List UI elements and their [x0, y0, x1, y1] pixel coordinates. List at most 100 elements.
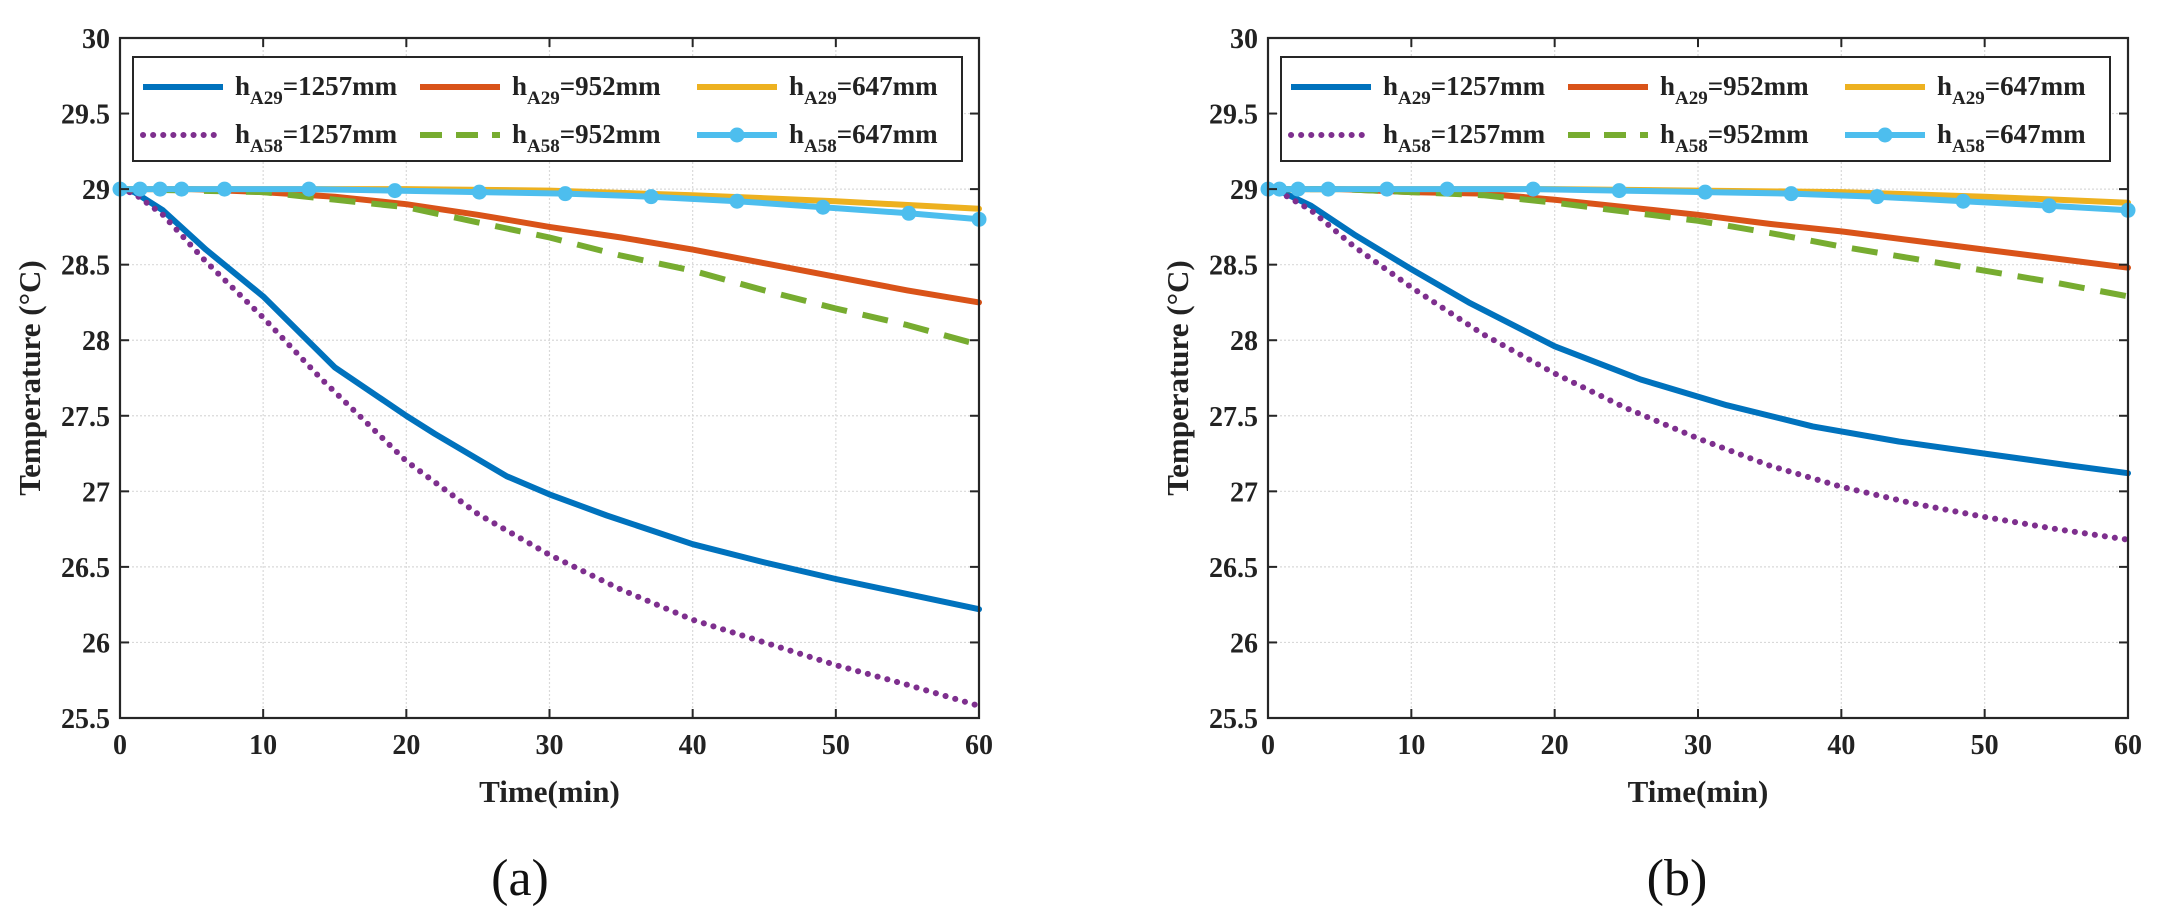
data-point: [471, 184, 487, 200]
y-tick-label: 26: [1230, 628, 1258, 659]
y-tick-label: 29.5: [61, 100, 110, 131]
legend-label-rest: =1257mm: [283, 71, 398, 101]
data-point: [1525, 181, 1541, 197]
legend-label-rest: =952mm: [560, 71, 661, 101]
legend-label-rest: =952mm: [560, 119, 661, 149]
legend-label-rest: =1257mm: [1431, 119, 1546, 149]
legend-label: hA58=647mm: [1937, 119, 2086, 157]
legend-label-subscript: A58: [804, 136, 837, 157]
legend-box: [132, 56, 963, 162]
data-point: [729, 193, 745, 209]
data-point: [1697, 184, 1713, 200]
legend-label-subscript: A58: [1398, 136, 1431, 157]
legend-label-main: h: [1660, 71, 1675, 101]
panel-label: (b): [1647, 850, 1708, 907]
legend-label: hA29=952mm: [1660, 71, 1809, 109]
data-point: [1439, 181, 1455, 197]
x-tick-label: 0: [1261, 730, 1275, 761]
y-tick-label: 26.5: [61, 553, 110, 584]
data-point: [1783, 186, 1799, 202]
legend-label-subscript: A29: [804, 88, 837, 109]
data-point: [901, 205, 917, 221]
legend-label: hA58=952mm: [1660, 119, 1809, 157]
x-tick-label: 10: [1397, 730, 1425, 761]
legend-label: hA58=647mm: [789, 119, 938, 157]
x-axis-label: Time(min): [1628, 774, 1769, 809]
x-tick-label: 50: [822, 730, 850, 761]
legend-label-main: h: [789, 119, 804, 149]
chart-panel-a: 0 10 20 30 40 50 60 25.5 26 26.5 27 27.5 28 28.5 29 29.…: [12, 24, 993, 907]
legend-box: [1280, 56, 2111, 162]
legend-label-main: h: [1383, 71, 1398, 101]
legend-marker: [1877, 127, 1893, 143]
tick-group: 0 10 20 30 40 50 60 25.5 26 26.5 27 27.5 28 28.5 29 29.…: [61, 24, 993, 761]
legend-label: hA29=647mm: [1937, 71, 2086, 109]
legend-label-main: h: [1383, 119, 1398, 149]
y-tick-label: 28.5: [61, 251, 110, 282]
x-tick-label: 40: [1827, 730, 1855, 761]
legend: hA29=1257mm hA29=952mm hA29=647mmhA58=1257…: [132, 56, 963, 162]
y-tick-label: 26.5: [1209, 553, 1258, 584]
y-axis-label: Temperature (°C): [12, 260, 47, 495]
legend-label-subscript: A29: [1675, 88, 1708, 109]
x-tick-label: 60: [2114, 730, 2142, 761]
y-tick-label: 29.5: [1209, 100, 1258, 131]
legend-label-main: h: [512, 119, 527, 149]
legend-label-subscript: A29: [527, 88, 560, 109]
data-point: [815, 199, 831, 215]
panel-label: (a): [491, 850, 549, 907]
x-tick-label: 50: [1971, 730, 1999, 761]
legend-label: hA58=1257mm: [235, 119, 398, 157]
y-tick-label: 27: [1230, 477, 1258, 508]
data-point: [1290, 181, 1306, 197]
x-tick-label: 60: [965, 730, 993, 761]
legend-label-main: h: [235, 119, 250, 149]
data-point: [1611, 183, 1627, 199]
legend-label-main: h: [1937, 119, 1952, 149]
data-point: [174, 181, 190, 197]
x-tick-label: 40: [679, 730, 707, 761]
y-tick-label: 29: [1230, 175, 1258, 206]
data-point: [643, 189, 659, 205]
legend-label-subscript: A29: [1952, 88, 1985, 109]
legend-label: hA29=952mm: [512, 71, 661, 109]
legend-label-subscript: A58: [1952, 136, 1985, 157]
legend-label-main: h: [1660, 119, 1675, 149]
legend-label: hA29=1257mm: [1383, 71, 1546, 109]
series-line-a29-1257: [1265, 186, 2131, 477]
data-point: [217, 181, 233, 197]
chart-panel-b: 0 10 20 30 40 50 60 25.5 26 26.5 27 27.5 28 28.5 29 29.…: [1160, 24, 2142, 907]
legend-marker: [729, 127, 745, 143]
series-line-a29-1257: [117, 186, 982, 613]
y-tick-label: 27: [82, 477, 110, 508]
y-tick-label: 26: [82, 628, 110, 659]
legend-label-main: h: [235, 71, 250, 101]
data-point: [557, 186, 573, 202]
x-tick-label: 20: [392, 730, 420, 761]
y-tick-label: 30: [82, 24, 110, 55]
y-tick-label: 27.5: [1209, 402, 1258, 433]
data-point: [1320, 181, 1336, 197]
legend-label: hA29=647mm: [789, 71, 938, 109]
legend-label-main: h: [1937, 71, 1952, 101]
data-point: [1869, 189, 1885, 205]
x-tick-label: 30: [1684, 730, 1712, 761]
legend-label-subscript: A58: [250, 136, 283, 157]
legend-label-rest: =647mm: [1985, 119, 2086, 149]
legend-label-rest: =952mm: [1708, 119, 1809, 149]
x-tick-label: 20: [1541, 730, 1569, 761]
legend-label-rest: =952mm: [1708, 71, 1809, 101]
legend: hA29=1257mm hA29=952mm hA29=647mmhA58=1257…: [1280, 56, 2111, 162]
data-point: [1271, 181, 1287, 197]
legend-label-rest: =647mm: [837, 119, 938, 149]
legend-label-subscript: A29: [250, 88, 283, 109]
data-point: [1379, 181, 1395, 197]
legend-label-main: h: [789, 71, 804, 101]
legend-label-rest: =647mm: [1985, 71, 2086, 101]
legend-label-subscript: A58: [1675, 136, 1708, 157]
y-tick-label: 28: [82, 326, 110, 357]
y-tick-label: 25.5: [1209, 704, 1258, 735]
y-axis-label: Temperature (°C): [1160, 260, 1195, 495]
x-tick-label: 0: [113, 730, 127, 761]
